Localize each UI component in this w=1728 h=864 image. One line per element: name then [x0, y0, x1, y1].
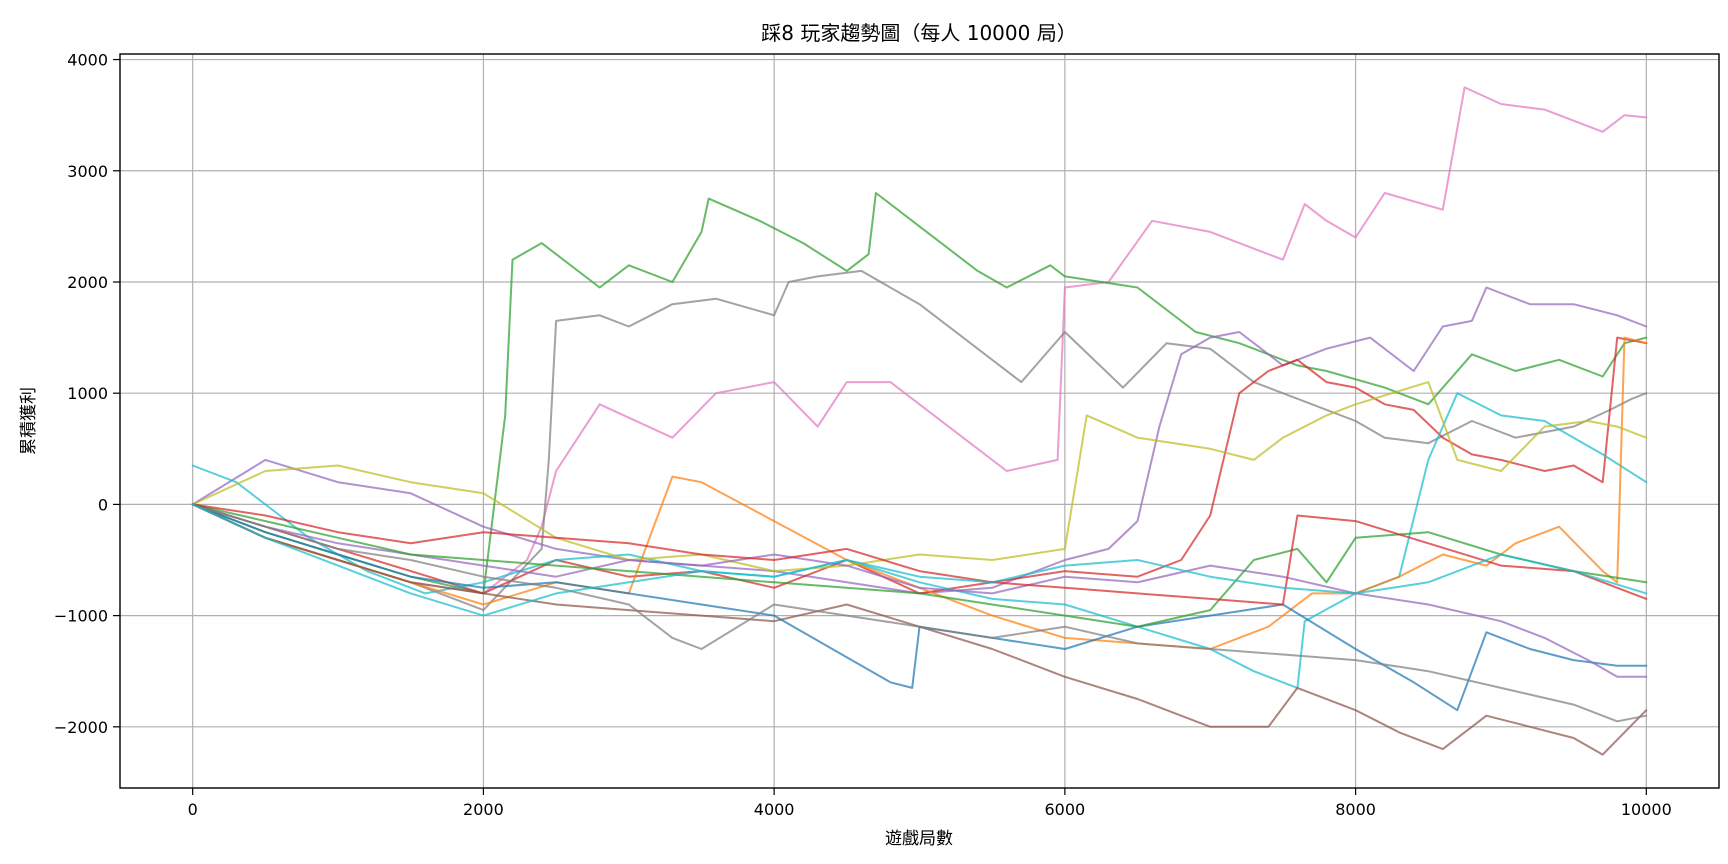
x-axis-label: 遊戲局數 — [885, 829, 953, 849]
y-axis-ticks: −2000 −1000 0 1000 2000 3000 4000 — [54, 51, 120, 737]
y-axis-label: 累積獲利 — [19, 387, 39, 455]
y-tick-label: 4000 — [67, 51, 108, 70]
y-tick-label: 3000 — [67, 162, 108, 181]
series-line-1 — [191, 192, 1648, 595]
series-line-10 — [191, 503, 1648, 678]
chart-title: 踩8 玩家趨勢圖（每人 10000 局） — [761, 21, 1076, 45]
series-line-2 — [191, 269, 1648, 612]
x-tick-label: 2000 — [463, 800, 504, 819]
series-line-5 — [191, 392, 1648, 689]
x-tick-label: 8000 — [1335, 800, 1376, 819]
y-tick-label: −1000 — [54, 607, 108, 626]
x-tick-label: 6000 — [1045, 800, 1086, 819]
plot-frame — [119, 53, 1720, 789]
y-tick-label: 2000 — [67, 273, 108, 292]
series-line-6 — [191, 336, 1648, 650]
series-line-3 — [191, 286, 1648, 595]
y-tick-label: 1000 — [67, 384, 108, 403]
grid-lines — [120, 54, 1719, 788]
y-tick-label: −2000 — [54, 718, 108, 737]
series-line-0 — [191, 86, 1648, 595]
series-line-14 — [191, 503, 1648, 617]
x-tick-label: 4000 — [754, 800, 795, 819]
series-lines — [191, 86, 1648, 756]
series-line-12 — [191, 503, 1648, 628]
series-line-13 — [191, 503, 1648, 606]
series-line-7 — [191, 381, 1648, 573]
x-axis-ticks: 0 2000 4000 6000 8000 10000 — [188, 788, 1672, 819]
x-tick-label: 0 — [188, 800, 198, 819]
y-tick-label: 0 — [98, 495, 108, 514]
series-line-8 — [191, 503, 1648, 756]
series-line-11 — [191, 503, 1648, 723]
x-tick-label: 10000 — [1621, 800, 1672, 819]
